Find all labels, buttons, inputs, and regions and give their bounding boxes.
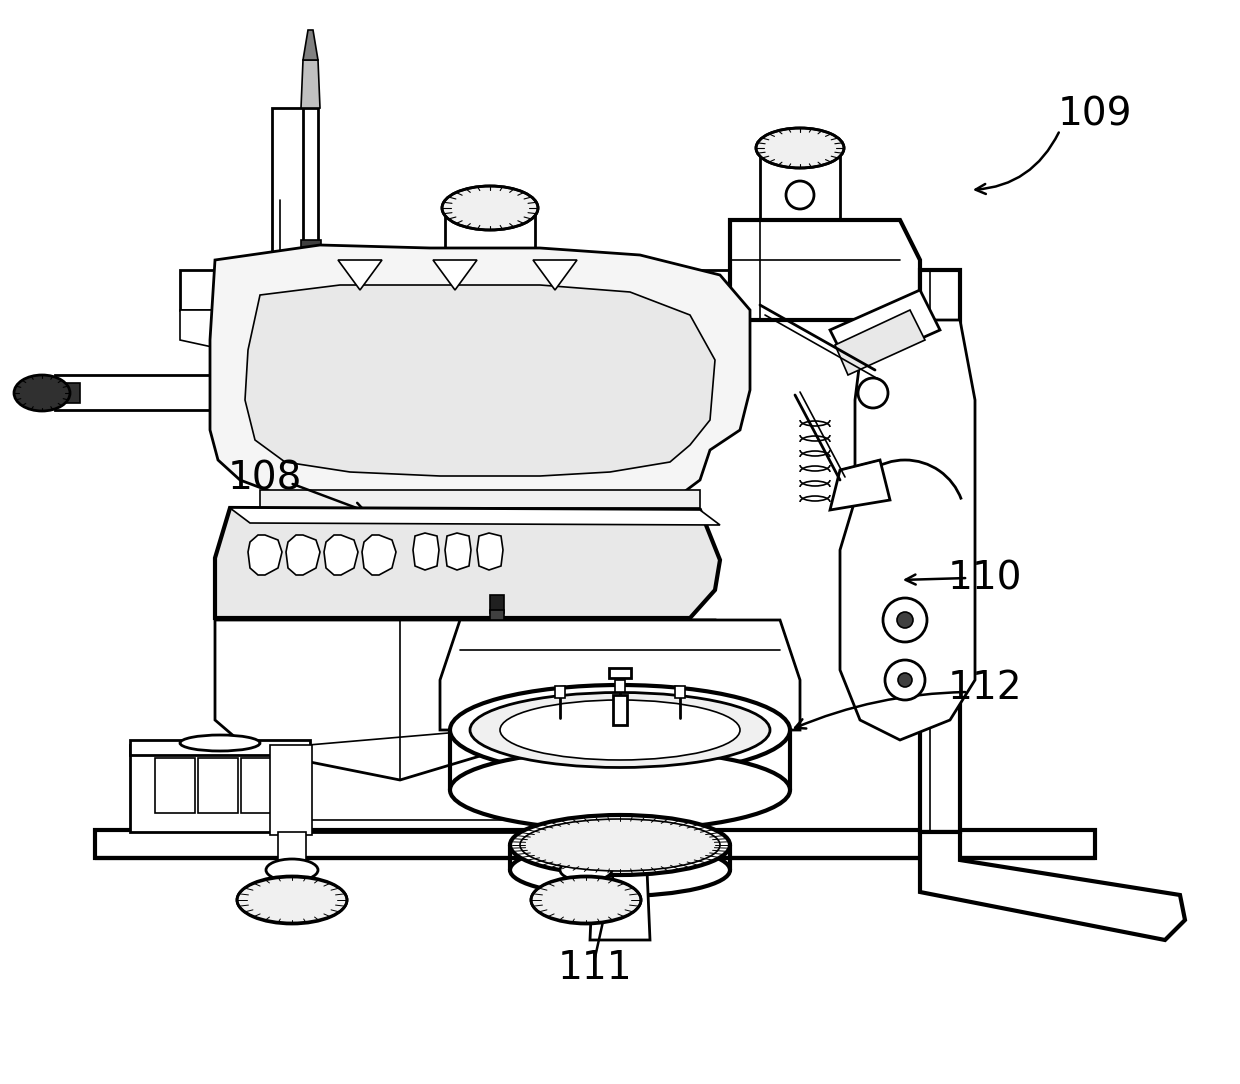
Circle shape: [858, 378, 888, 408]
Polygon shape: [760, 149, 839, 220]
Polygon shape: [95, 830, 1095, 859]
Bar: [130, 740, 310, 754]
Polygon shape: [215, 620, 715, 780]
Bar: [241, 758, 281, 813]
Polygon shape: [272, 108, 310, 833]
Bar: [301, 240, 321, 251]
Ellipse shape: [180, 735, 260, 751]
Ellipse shape: [470, 693, 770, 767]
Polygon shape: [839, 320, 975, 740]
Polygon shape: [55, 375, 280, 410]
Text: 108: 108: [228, 459, 303, 496]
Text: 109: 109: [1058, 96, 1132, 134]
Circle shape: [897, 612, 913, 628]
Polygon shape: [533, 260, 577, 291]
Polygon shape: [445, 533, 471, 570]
Bar: [556, 686, 565, 698]
Bar: [613, 695, 627, 725]
Bar: [490, 610, 503, 620]
Polygon shape: [920, 270, 960, 833]
Bar: [270, 745, 312, 835]
Ellipse shape: [531, 876, 641, 924]
Polygon shape: [572, 833, 600, 870]
Ellipse shape: [441, 186, 538, 230]
Ellipse shape: [500, 700, 740, 760]
Ellipse shape: [510, 844, 730, 896]
Ellipse shape: [237, 876, 347, 924]
Polygon shape: [730, 220, 920, 320]
Polygon shape: [301, 60, 320, 108]
Text: 112: 112: [947, 669, 1022, 707]
Circle shape: [898, 673, 911, 687]
Polygon shape: [180, 310, 340, 360]
Bar: [55, 383, 81, 403]
Polygon shape: [303, 30, 317, 60]
Bar: [155, 758, 195, 813]
Polygon shape: [920, 833, 1185, 940]
Bar: [490, 595, 503, 612]
Polygon shape: [445, 210, 534, 272]
Polygon shape: [339, 260, 382, 291]
Bar: [198, 758, 238, 813]
Polygon shape: [433, 260, 477, 291]
Ellipse shape: [560, 859, 613, 881]
Polygon shape: [590, 870, 650, 940]
Bar: [675, 686, 684, 698]
Polygon shape: [210, 245, 750, 508]
Text: 111: 111: [558, 948, 632, 988]
Polygon shape: [286, 535, 320, 575]
Polygon shape: [278, 833, 306, 870]
Circle shape: [885, 660, 925, 700]
Polygon shape: [477, 533, 503, 570]
Ellipse shape: [450, 750, 790, 830]
Circle shape: [786, 181, 813, 209]
Polygon shape: [246, 285, 715, 476]
Ellipse shape: [756, 128, 844, 168]
Ellipse shape: [267, 859, 317, 881]
Polygon shape: [229, 508, 720, 525]
Text: 110: 110: [947, 559, 1022, 597]
Polygon shape: [215, 508, 720, 618]
Polygon shape: [413, 533, 439, 570]
Polygon shape: [241, 390, 300, 420]
Ellipse shape: [450, 685, 790, 775]
Polygon shape: [303, 108, 317, 260]
Bar: [615, 680, 625, 692]
Polygon shape: [248, 535, 281, 575]
Polygon shape: [324, 535, 358, 575]
Polygon shape: [180, 270, 880, 310]
Polygon shape: [835, 310, 925, 375]
Ellipse shape: [510, 815, 730, 875]
Polygon shape: [830, 291, 940, 370]
Circle shape: [883, 598, 928, 642]
Polygon shape: [229, 380, 310, 430]
Polygon shape: [362, 535, 396, 575]
Polygon shape: [440, 620, 800, 730]
Ellipse shape: [14, 375, 69, 411]
Polygon shape: [130, 745, 310, 833]
Bar: [260, 490, 701, 508]
Bar: [609, 668, 631, 678]
Polygon shape: [830, 460, 890, 509]
Ellipse shape: [520, 820, 720, 872]
